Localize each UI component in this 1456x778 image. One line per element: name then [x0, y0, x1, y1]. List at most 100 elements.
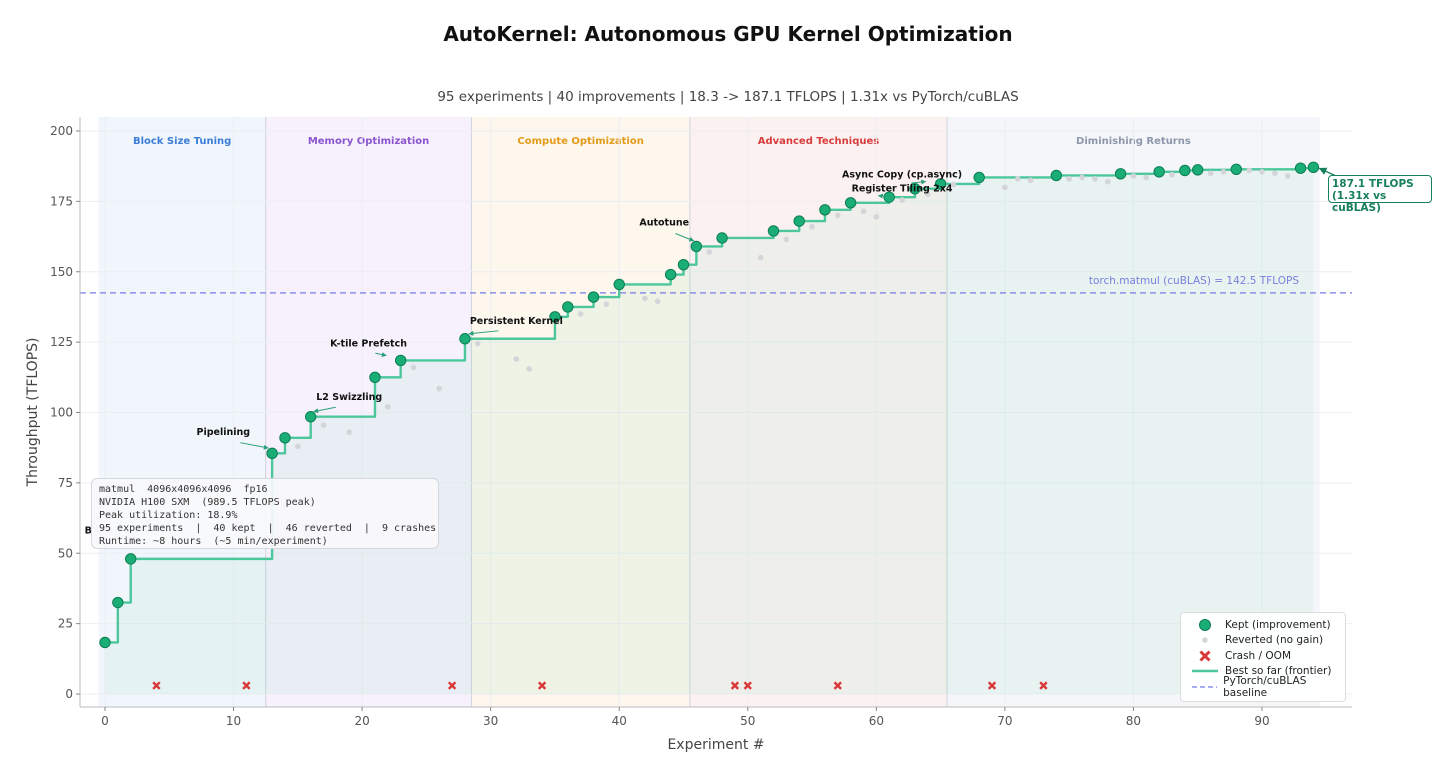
annotation-arrow — [375, 352, 387, 358]
y-tick-label: 125 — [50, 335, 73, 349]
legend-item-reverted: Reverted (no gain) — [1191, 633, 1345, 649]
reverted-point — [706, 249, 713, 255]
x-tick-label: 50 — [740, 714, 755, 728]
annotation-label: B — [85, 526, 92, 537]
y-tick-label: 175 — [50, 194, 73, 208]
kept-point — [1114, 168, 1127, 180]
reverted-point — [834, 212, 841, 219]
info-line: Runtime: ~8 hours (~5 min/experiment) — [99, 536, 328, 547]
frontier-area — [105, 167, 1314, 695]
kept-point — [909, 183, 921, 195]
reverted-point — [1092, 176, 1098, 182]
crash-marker — [833, 681, 842, 690]
annotation-label: Autotune — [639, 217, 689, 228]
reverted-point — [1130, 173, 1137, 179]
x-tick-label: 10 — [226, 714, 241, 728]
phase-label: Advanced Techniques — [758, 136, 880, 147]
reverted-point — [1143, 174, 1150, 181]
phase-label: Block Size Tuning — [133, 136, 231, 147]
kept-point — [549, 311, 561, 323]
kept-point — [1294, 162, 1307, 174]
kept-point — [369, 371, 381, 384]
reverted-point — [1207, 170, 1214, 177]
final-callout-line2: (1.31x vs cuBLAS) — [1332, 190, 1387, 214]
kept-point — [844, 197, 857, 209]
reverted-point — [436, 385, 443, 392]
final-callout-arrow — [1318, 167, 1337, 177]
legend-item-baseline: PyTorch/cuBLAS baseline — [1191, 675, 1345, 699]
legend-label: Kept (improvement) — [1225, 618, 1331, 631]
legend: Kept (improvement) Reverted (no gain) Cr… — [1180, 612, 1346, 702]
legend-item-kept: Kept (improvement) — [1191, 617, 1345, 633]
reverted-point — [809, 223, 815, 230]
y-tick-label: 50 — [58, 546, 73, 560]
reverted-point — [924, 191, 931, 198]
legend-label: PyTorch/cuBLAS baseline — [1223, 674, 1307, 699]
reverted-point — [1246, 167, 1252, 174]
kept-point — [1307, 161, 1320, 174]
reverted-point — [295, 443, 301, 450]
kept-point — [793, 215, 805, 227]
reverted-point — [1066, 176, 1072, 182]
reverted-point — [1027, 177, 1034, 184]
phase-label: Compute Optimization — [517, 136, 643, 147]
reverted-point — [1002, 184, 1008, 191]
frontier-line-icon — [1192, 670, 1218, 673]
reverted-point — [346, 429, 353, 436]
x-tick-label: 40 — [612, 714, 627, 728]
crash-marker — [730, 681, 740, 690]
crash-marker — [987, 681, 997, 690]
legend-item-crash: Crash / OOM — [1191, 648, 1345, 664]
reverted-point — [1259, 169, 1265, 175]
reverted-point — [603, 301, 610, 307]
crash-marker — [1039, 681, 1048, 690]
kept-point — [1050, 169, 1063, 182]
y-tick-label: 100 — [50, 406, 73, 420]
reverted-point — [526, 366, 533, 372]
reverted-point — [783, 236, 790, 243]
kept-point — [1192, 164, 1204, 176]
crash-marker-icon — [1199, 650, 1211, 662]
y-tick-label: 75 — [58, 476, 73, 490]
kept-point — [394, 354, 407, 367]
kept-point — [767, 225, 780, 237]
x-tick-label: 80 — [1126, 714, 1141, 728]
phase-label: Memory Optimization — [308, 136, 429, 147]
kept-point — [677, 259, 690, 271]
x-tick-label: 0 — [101, 714, 109, 728]
info-line: matmul 4096x4096x4096 fp16 — [99, 484, 268, 495]
annotation-arrow — [675, 233, 695, 242]
kept-point — [716, 232, 728, 244]
reverted-point — [1272, 170, 1278, 177]
reverted-marker-icon — [1202, 637, 1208, 644]
x-tick-label: 30 — [483, 714, 498, 728]
legend-label: Best so far (frontier) — [1225, 665, 1332, 678]
info-line: Peak utilization: 18.9% — [99, 510, 238, 521]
chart-subtitle: 95 experiments | 40 improvements | 18.3 … — [437, 89, 1019, 105]
x-tick-label: 60 — [869, 714, 884, 728]
crash-marker — [537, 681, 547, 690]
info-box: matmul 4096x4096x4096 fp16 NVIDIA H100 SX… — [91, 478, 439, 549]
kept-marker-icon — [1199, 618, 1211, 631]
y-tick-label: 150 — [50, 265, 73, 279]
kept-point — [973, 171, 985, 184]
reverted-point — [950, 181, 957, 188]
kept-point — [1153, 166, 1165, 178]
annotation-label: L2 Swizzling — [316, 392, 382, 403]
x-tick-label: 70 — [997, 714, 1012, 728]
reverted-point — [1014, 176, 1021, 182]
kept-point — [279, 432, 291, 444]
kept-point — [819, 204, 831, 216]
y-tick-label: 200 — [50, 124, 73, 138]
annotation-label: Register Tiling 2x4 — [852, 184, 953, 195]
reverted-point — [1284, 173, 1291, 179]
annotation-arrow — [313, 406, 336, 414]
info-line: 95 experiments | 40 kept | 46 reverted |… — [99, 523, 437, 534]
annotation-arrow — [877, 193, 894, 199]
kept-point — [1230, 163, 1242, 175]
crash-marker — [152, 681, 161, 690]
reverted-point — [873, 214, 880, 220]
y-tick-label: 0 — [65, 687, 73, 701]
baseline-line-icon — [1192, 686, 1218, 688]
kept-point — [459, 333, 471, 345]
